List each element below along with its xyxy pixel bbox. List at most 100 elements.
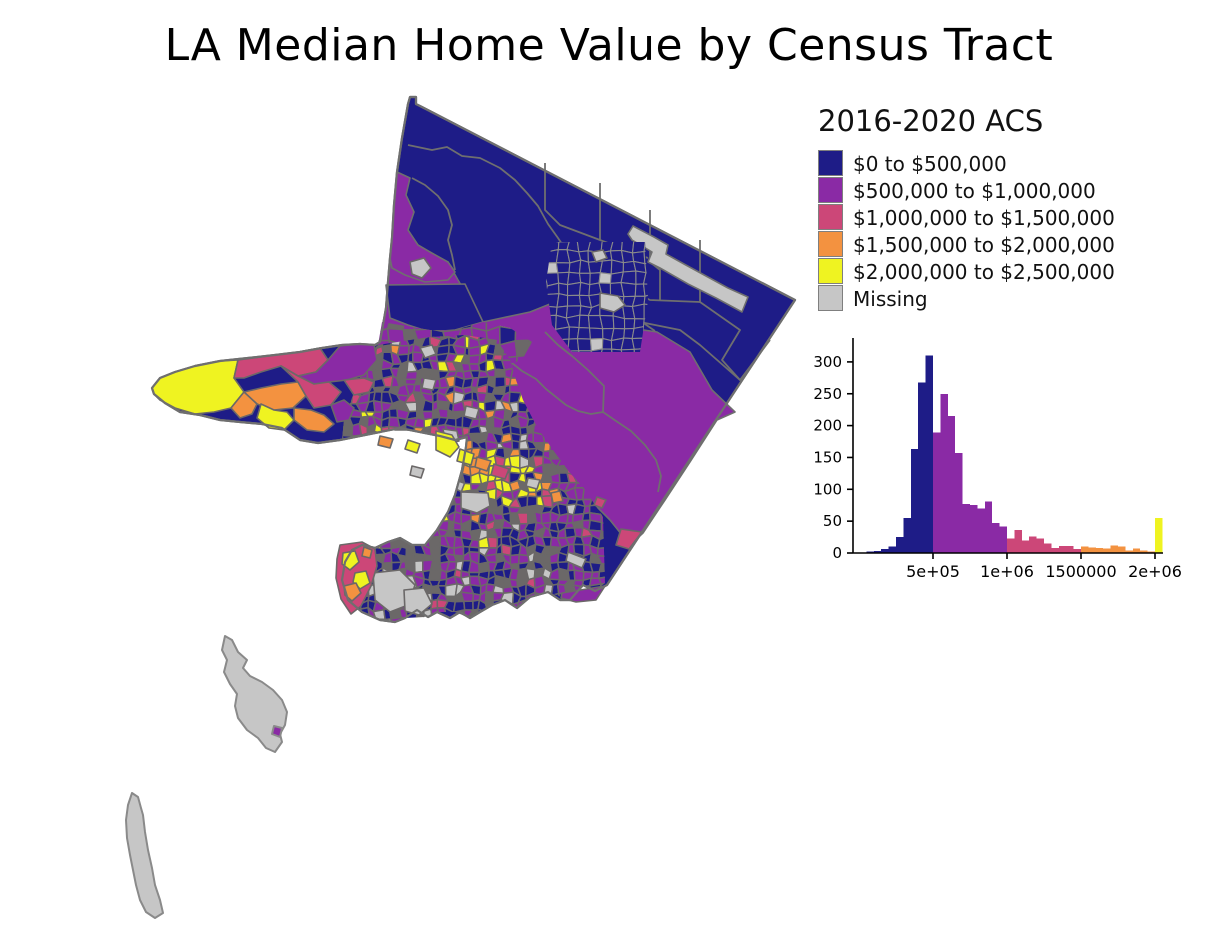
histogram-ytick-label: 0	[832, 544, 842, 562]
census-tract-cell	[470, 625, 479, 636]
census-tract-cell	[342, 470, 343, 484]
histogram-bar	[1155, 517, 1163, 554]
census-tract-cell	[351, 530, 362, 540]
census-tract-cell	[588, 519, 603, 532]
census-tract-cell	[379, 496, 395, 507]
legend-item-label: $500,000 to $1,000,000	[853, 178, 1096, 203]
census-tract-cell	[396, 471, 408, 485]
census-tract-cell	[604, 598, 605, 613]
legend-item: $500,000 to $1,000,000	[818, 176, 1115, 204]
census-tract-cell	[601, 337, 613, 350]
census-tract-cell	[379, 489, 393, 500]
census-tract-cell	[491, 385, 507, 396]
census-tract-cell	[576, 338, 592, 352]
histogram-xtick-label: 1500000	[1045, 562, 1116, 581]
census-tract-cell	[423, 487, 433, 500]
legend-item-label: Missing	[853, 286, 928, 311]
census-tract-cell	[333, 465, 341, 473]
census-tract-cell	[342, 521, 345, 534]
histogram-bar	[955, 452, 963, 553]
census-tract-cell	[374, 479, 385, 492]
census-tract-cell	[399, 519, 409, 532]
histogram-bar	[992, 523, 1000, 553]
census-tract-cell	[379, 503, 395, 517]
census-tract-cell	[502, 615, 511, 622]
census-tract-cell	[611, 348, 625, 352]
census-tract-cell	[588, 609, 600, 620]
histogram-bar	[925, 355, 933, 553]
census-tract-cell	[432, 624, 439, 636]
avalon-tract	[271, 725, 283, 738]
census-tract-cell	[421, 441, 434, 454]
legend-item-label: $0 to $500,000	[853, 151, 1007, 176]
census-tract-cell	[644, 262, 648, 276]
census-tract-cell	[337, 625, 345, 635]
census-tract-cell	[461, 625, 472, 636]
census-tract-cell	[590, 570, 601, 579]
census-tract-cell	[579, 607, 591, 620]
long-beach-missing	[565, 551, 587, 569]
census-tract-cell	[494, 368, 506, 378]
census-tract-cell	[567, 350, 582, 352]
santa-clarita-missing	[419, 344, 437, 359]
census-tract-cell	[556, 600, 568, 611]
histogram-bar	[1132, 548, 1141, 553]
census-tract-cell	[396, 487, 409, 500]
tract-border-line	[544, 331, 605, 413]
census-tract-cell	[342, 486, 345, 497]
census-tract-cell	[372, 450, 383, 459]
census-tract-cell	[358, 438, 368, 450]
histogram-bar	[977, 508, 985, 553]
census-tract-cell	[380, 455, 391, 468]
malibu-yellow-west	[151, 359, 245, 415]
histogram-bar	[1051, 547, 1059, 553]
census-tract-cell	[412, 512, 423, 523]
san-clemente-island	[125, 792, 164, 919]
census-tract-cell	[413, 559, 424, 574]
malibu-orange-2	[293, 407, 335, 433]
census-tract-cell	[342, 504, 353, 515]
census-tract-cell	[348, 616, 362, 622]
census-tract-cell	[405, 503, 414, 515]
histogram-xtick-label: 1e+06	[980, 562, 1034, 581]
census-tract-cell	[390, 513, 402, 524]
census-tract-cell	[342, 511, 343, 524]
histogram-bar	[1029, 536, 1037, 553]
census-tract-cell	[565, 607, 578, 620]
census-tract-cell	[605, 627, 618, 636]
histogram-inset: 0 50 100 150 200 250 300 5e+05 1e+06 1500000 2e+06	[813, 338, 1182, 581]
census-tract-cell	[446, 616, 459, 622]
census-tract-cell	[381, 344, 392, 354]
census-tract-cell	[428, 487, 442, 500]
histogram-bar	[1125, 550, 1133, 553]
census-tract-cell	[409, 625, 413, 635]
census-tract-cell	[364, 482, 377, 492]
census-tract-cell	[438, 473, 450, 482]
census-tract-cell	[342, 616, 346, 622]
census-tract-cell	[357, 615, 371, 622]
legend-item-label: $1,500,000 to $2,000,000	[853, 232, 1115, 257]
census-tract-cell	[342, 470, 354, 484]
census-tract-cell	[412, 455, 425, 466]
census-tract-cell	[477, 618, 489, 622]
hills-orange-1	[474, 456, 492, 472]
census-tract-cell	[540, 511, 552, 525]
census-tract-cell	[642, 283, 648, 297]
census-tract-cell	[604, 609, 605, 620]
castaic-missing	[409, 257, 432, 279]
malibu-pink-3	[343, 377, 375, 396]
census-tract-cell	[412, 479, 426, 491]
census-tract-cell	[391, 483, 403, 493]
census-tract-cell	[437, 618, 450, 622]
histogram-bar	[940, 393, 948, 553]
census-tract-cell	[556, 293, 569, 308]
pv-yellow-1	[341, 550, 360, 571]
legend-title: 2016-2020 ACS	[818, 104, 1044, 138]
census-tract-cell	[459, 591, 475, 603]
census-tract-cell	[342, 511, 353, 524]
census-tract-cell	[516, 512, 529, 525]
census-tract-cell	[342, 440, 345, 453]
census-tract-cell	[457, 625, 464, 632]
histogram-bar	[910, 449, 919, 553]
